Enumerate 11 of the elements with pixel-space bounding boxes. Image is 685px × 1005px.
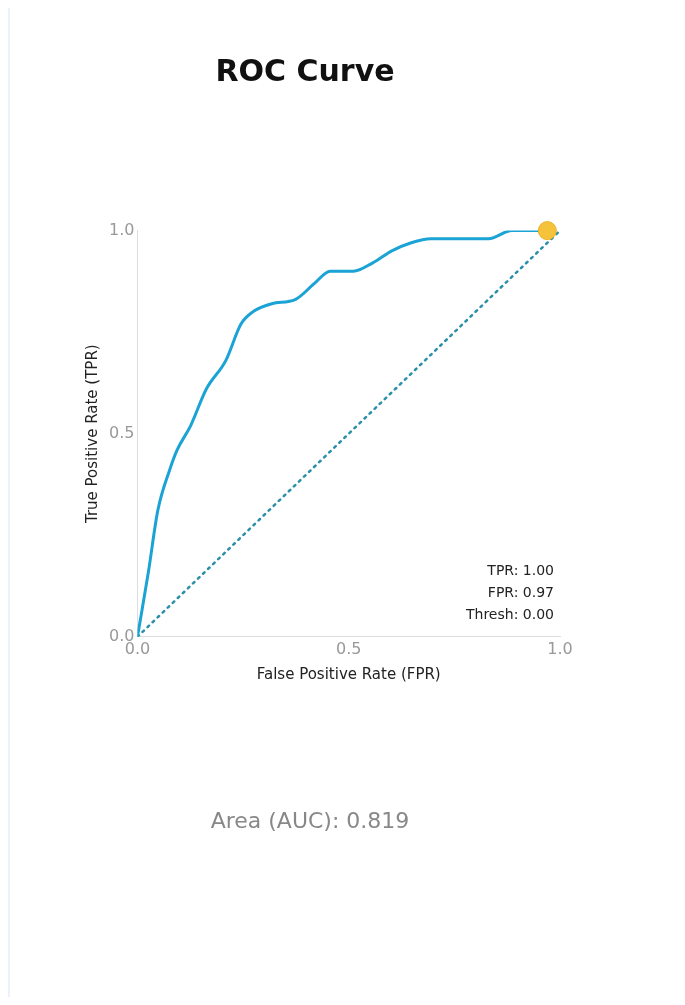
- x-tick-label: 0.5: [336, 638, 362, 658]
- y-tick-label: 1.0: [108, 219, 135, 239]
- text: Area (AUC): 0.819: [209, 808, 411, 833]
- y-tick-label: 0.5: [108, 422, 135, 442]
- x-axis-title: False Positive Rate (FPR): [256, 664, 441, 683]
- annotation: FPR: 0.97: [487, 583, 554, 600]
- y-axis-title: True Positive Rate (TPR): [82, 344, 101, 525]
- chart-title: ROC Curve: [214, 53, 396, 88]
- annotation: TPR: 1.00: [486, 561, 554, 578]
- x-tick-label: 1.0: [547, 638, 573, 658]
- annotation: Thresh: 0.00: [465, 605, 554, 622]
